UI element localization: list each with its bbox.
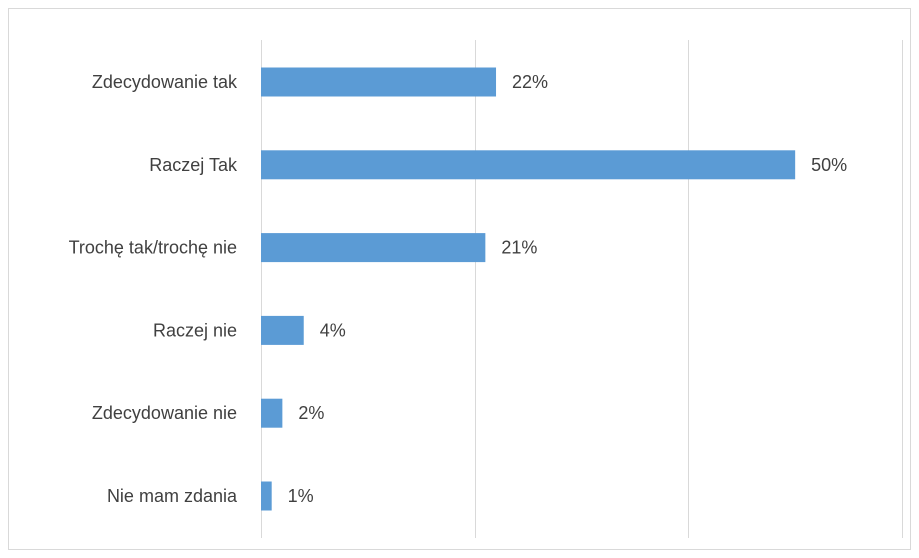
category-label-4: Raczej nie — [153, 320, 237, 340]
bar-1 — [261, 67, 497, 97]
category-label-2: Raczej Tak — [149, 155, 238, 175]
value-label-1: 22% — [512, 72, 548, 92]
gridlines — [261, 40, 903, 538]
chart-frame — [8, 8, 911, 550]
value-label-3: 21% — [501, 238, 537, 258]
category-label-5: Zdecydowanie nie — [92, 403, 237, 423]
category-label-1: Zdecydowanie tak — [92, 72, 238, 92]
bars — [261, 67, 796, 511]
bar-2 — [261, 150, 796, 180]
bar-3 — [261, 233, 486, 263]
value-label-5: 2% — [298, 403, 324, 423]
value-labels: 22% 50% 21% 4% 2% 1% — [288, 72, 848, 506]
value-label-4: 4% — [320, 320, 346, 340]
bar-5 — [261, 398, 283, 428]
value-label-6: 1% — [288, 486, 314, 506]
value-label-2: 50% — [811, 155, 847, 175]
category-label-6: Nie mam zdania — [107, 486, 238, 506]
category-labels: Zdecydowanie tak Raczej Tak Trochę tak/tro… — [69, 72, 238, 506]
bar-4 — [261, 315, 304, 345]
category-label-3: Trochę tak/trochę nie — [69, 238, 237, 258]
bar-6 — [261, 481, 272, 511]
